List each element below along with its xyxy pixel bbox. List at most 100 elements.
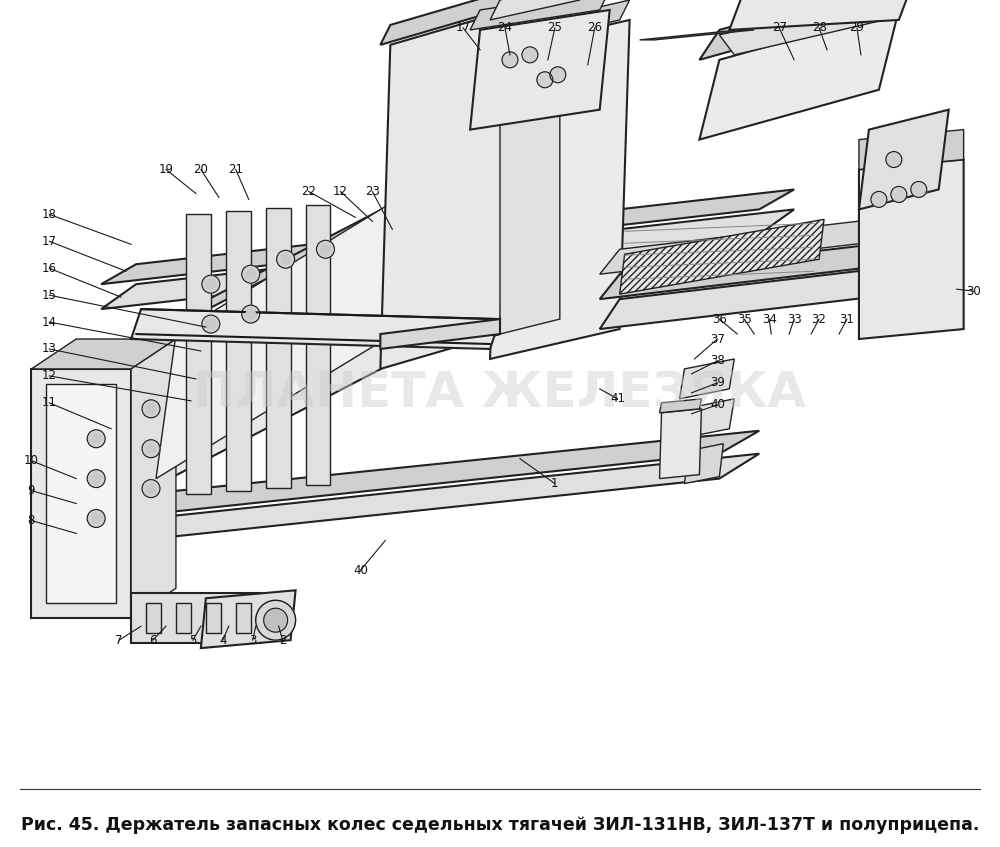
Polygon shape [620, 219, 824, 294]
Text: 7: 7 [115, 634, 123, 646]
Polygon shape [490, 0, 590, 20]
Text: 2: 2 [279, 634, 286, 646]
Circle shape [146, 404, 156, 414]
Circle shape [87, 510, 105, 528]
Text: 17: 17 [456, 21, 471, 35]
Circle shape [317, 241, 334, 258]
Text: 13: 13 [42, 342, 57, 356]
Text: 40: 40 [353, 564, 368, 577]
Polygon shape [699, 10, 899, 140]
Polygon shape [719, 0, 884, 55]
Circle shape [242, 265, 260, 283]
Text: 16: 16 [42, 262, 57, 274]
Polygon shape [61, 499, 101, 548]
Polygon shape [131, 593, 261, 643]
Circle shape [871, 191, 887, 208]
Polygon shape [640, 30, 754, 40]
Polygon shape [46, 384, 116, 603]
Text: 22: 22 [301, 185, 316, 198]
Text: 6: 6 [149, 634, 157, 646]
Polygon shape [380, 0, 510, 45]
Polygon shape [859, 130, 964, 169]
Text: 31: 31 [840, 313, 854, 325]
Text: 20: 20 [193, 163, 208, 176]
Polygon shape [61, 431, 759, 523]
Circle shape [91, 473, 101, 484]
Circle shape [886, 152, 902, 168]
Circle shape [91, 513, 101, 523]
Polygon shape [226, 212, 251, 490]
Circle shape [202, 315, 220, 333]
Polygon shape [729, 0, 914, 30]
Text: 41: 41 [610, 392, 625, 406]
Text: 10: 10 [24, 454, 39, 468]
Circle shape [277, 250, 295, 268]
Text: 19: 19 [158, 163, 173, 176]
Polygon shape [31, 369, 131, 618]
Circle shape [202, 275, 220, 293]
Polygon shape [470, 0, 610, 30]
Polygon shape [206, 603, 221, 634]
Circle shape [142, 400, 160, 418]
Polygon shape [380, 10, 510, 369]
Text: 34: 34 [762, 313, 777, 325]
Text: 18: 18 [42, 208, 57, 221]
Polygon shape [380, 319, 500, 349]
Text: 23: 23 [365, 185, 380, 198]
Polygon shape [176, 603, 191, 634]
Polygon shape [131, 309, 500, 349]
Circle shape [87, 469, 105, 488]
Text: ПЛАНЕТА ЖЕЛЕЗЯКА: ПЛАНЕТА ЖЕЛЕЗЯКА [193, 370, 807, 418]
Text: 38: 38 [710, 354, 725, 368]
Text: 1: 1 [551, 477, 559, 490]
Text: 25: 25 [547, 21, 562, 35]
Polygon shape [600, 235, 959, 299]
Circle shape [281, 254, 291, 264]
Text: 21: 21 [228, 163, 243, 176]
Text: 17: 17 [42, 235, 57, 248]
Text: 5: 5 [189, 634, 197, 646]
Text: 36: 36 [712, 313, 727, 325]
Circle shape [537, 72, 553, 88]
Circle shape [142, 440, 160, 457]
Polygon shape [600, 209, 959, 274]
Text: 15: 15 [42, 289, 57, 302]
Text: 40: 40 [710, 398, 725, 412]
Polygon shape [131, 209, 420, 499]
Text: 12: 12 [333, 185, 348, 198]
Text: Рис. 45. Держатель запасных колес седельных тягачей ЗИЛ-131НВ, ЗИЛ-137Т и полупр: Рис. 45. Держатель запасных колес седель… [21, 817, 979, 834]
Circle shape [142, 479, 160, 497]
Circle shape [522, 47, 538, 63]
Circle shape [264, 608, 288, 632]
Text: 28: 28 [812, 21, 827, 35]
Polygon shape [660, 409, 701, 479]
Text: 3: 3 [249, 634, 256, 646]
Text: 8: 8 [28, 514, 35, 527]
Text: 39: 39 [710, 376, 725, 390]
Text: 32: 32 [812, 313, 827, 325]
Circle shape [91, 434, 101, 444]
Circle shape [206, 319, 216, 329]
Polygon shape [146, 603, 161, 634]
Circle shape [87, 429, 105, 448]
Polygon shape [201, 590, 296, 648]
Polygon shape [490, 0, 630, 50]
Polygon shape [679, 359, 734, 399]
Circle shape [911, 181, 927, 197]
Polygon shape [600, 259, 959, 329]
Polygon shape [131, 339, 176, 618]
Circle shape [242, 305, 260, 323]
Text: 4: 4 [219, 634, 227, 646]
Polygon shape [61, 454, 759, 548]
Polygon shape [684, 444, 723, 484]
Polygon shape [101, 209, 794, 309]
Polygon shape [156, 195, 405, 479]
Polygon shape [186, 214, 211, 494]
Polygon shape [500, 0, 560, 334]
Polygon shape [699, 0, 899, 60]
Text: 24: 24 [497, 21, 512, 35]
Text: 30: 30 [966, 285, 981, 297]
Circle shape [246, 269, 256, 280]
Circle shape [891, 186, 907, 202]
Polygon shape [679, 399, 734, 439]
